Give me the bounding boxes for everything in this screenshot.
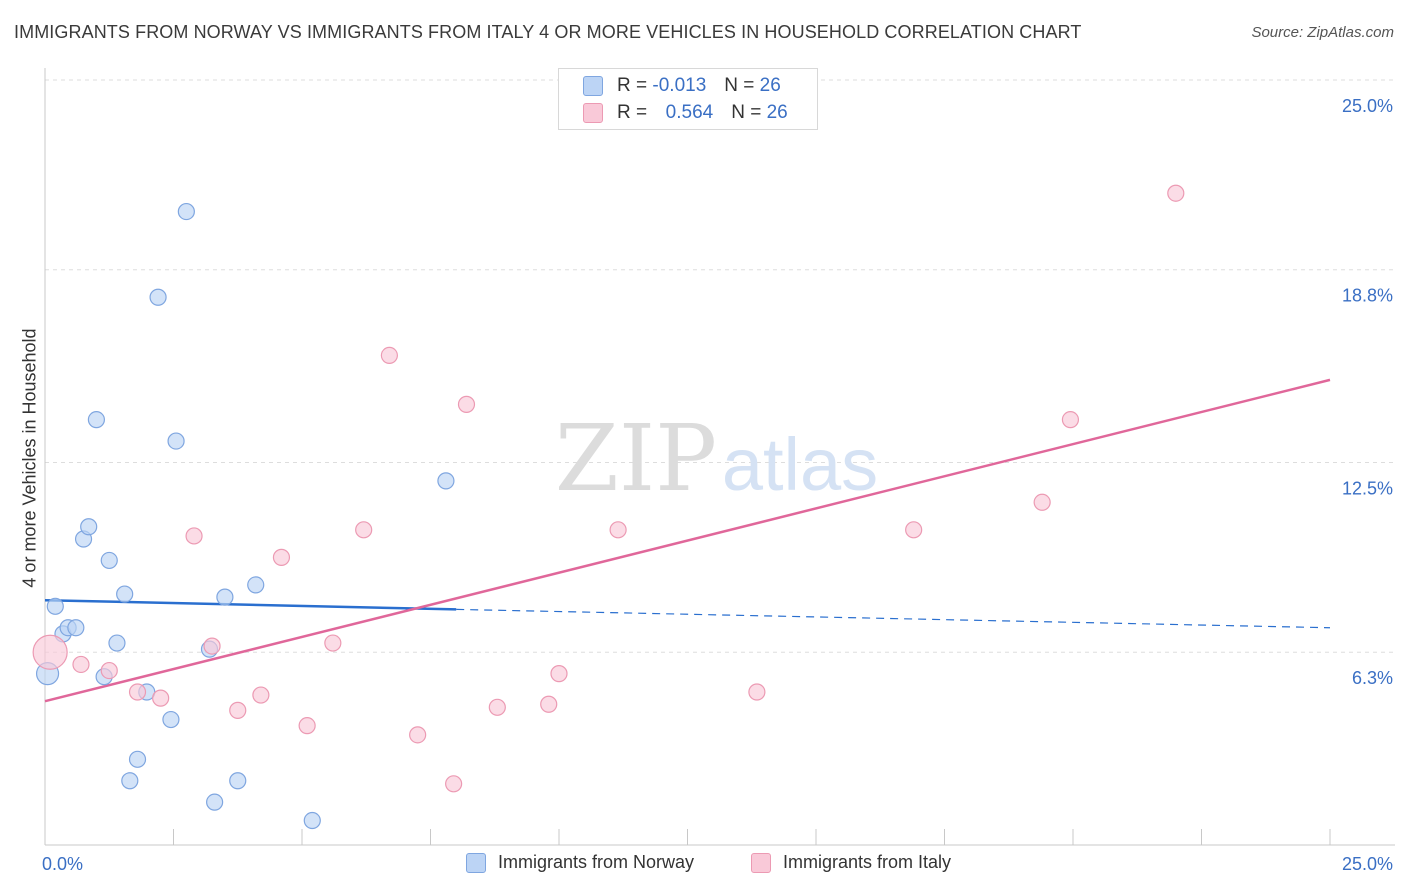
italy-point bbox=[488, 698, 506, 716]
y-tick-label: 6.3% bbox=[1352, 668, 1393, 688]
norway-point bbox=[128, 750, 147, 768]
italy-point bbox=[457, 395, 476, 413]
italy-point bbox=[540, 695, 558, 713]
legend-norway-label: Immigrants from Norway bbox=[498, 852, 695, 872]
y-tick-label: 25.0% bbox=[1342, 96, 1393, 116]
norway-point bbox=[149, 288, 167, 306]
norway-point bbox=[303, 811, 321, 830]
chart-title: IMMIGRANTS FROM NORWAY VS IMMIGRANTS FRO… bbox=[14, 22, 1082, 42]
norway-point bbox=[177, 202, 195, 221]
legend-norway[interactable]: Immigrants from Norway bbox=[466, 852, 694, 873]
norway-point bbox=[247, 576, 265, 594]
italy-point bbox=[128, 683, 147, 701]
norway-point bbox=[216, 588, 234, 606]
italy-point bbox=[152, 689, 170, 707]
italy-n-value: 26 bbox=[766, 102, 788, 123]
points-layer bbox=[32, 184, 1185, 830]
italy-point bbox=[72, 655, 90, 674]
stats-row-norway: R = -0.013 N = 26 bbox=[583, 75, 781, 97]
norway-point bbox=[206, 793, 224, 811]
italy-point bbox=[445, 775, 463, 793]
norway-point bbox=[80, 518, 98, 536]
trend-lines-layer bbox=[44, 378, 1331, 703]
italy-point bbox=[100, 661, 118, 680]
norway-n-value: 26 bbox=[759, 75, 781, 96]
x-tick-label: 25.0% bbox=[1342, 854, 1393, 874]
y-tick-label: 18.8% bbox=[1342, 286, 1393, 306]
norway-trend-line bbox=[44, 598, 457, 611]
italy-point bbox=[272, 548, 291, 566]
italy-point bbox=[252, 686, 270, 704]
legend-italy-label: Immigrants from Italy bbox=[783, 852, 952, 872]
norway-swatch bbox=[583, 76, 603, 96]
watermark-zip: ZIP bbox=[555, 405, 717, 512]
italy-point bbox=[905, 521, 923, 539]
watermark-atlas: atlas bbox=[722, 423, 878, 506]
italy-r-value: 0.564 bbox=[665, 102, 714, 123]
italy-point bbox=[324, 634, 342, 652]
italy-point bbox=[380, 346, 398, 364]
norway-trend-line-dashed bbox=[456, 608, 1331, 629]
italy-point bbox=[1033, 493, 1051, 511]
norway-r-label: R = bbox=[617, 75, 648, 96]
italy-point bbox=[748, 683, 766, 701]
italy-point bbox=[298, 717, 316, 735]
italy-r-label: R = bbox=[617, 102, 648, 123]
norway-point bbox=[67, 619, 85, 637]
x-tick-label: 0.0% bbox=[42, 854, 83, 874]
norway-point bbox=[87, 411, 106, 429]
italy-trend-line bbox=[44, 378, 1331, 703]
watermark: ZIP atlas bbox=[555, 405, 878, 512]
italy-point bbox=[185, 527, 203, 545]
norway-point bbox=[116, 585, 134, 603]
italy-point bbox=[1061, 411, 1080, 429]
norway-point bbox=[108, 634, 126, 652]
legend-italy[interactable]: Immigrants from Italy bbox=[751, 852, 951, 873]
norway-point bbox=[167, 432, 185, 450]
norway-r-value: -0.013 bbox=[652, 75, 707, 96]
italy-point bbox=[32, 634, 68, 670]
source-label: Source: ZipAtlas.com bbox=[1251, 24, 1394, 41]
y-tick-label: 12.5% bbox=[1342, 479, 1393, 499]
italy-swatch bbox=[583, 103, 603, 123]
tick-labels-layer: 6.3% 12.5% 18.8% 25.0% 0.0% 25.0% bbox=[42, 96, 1393, 874]
italy-n-label: N = bbox=[731, 102, 762, 123]
italy-point bbox=[203, 637, 221, 655]
norway-point bbox=[100, 551, 118, 570]
italy-point bbox=[409, 726, 427, 744]
axes-layer bbox=[44, 68, 1395, 846]
italy-point bbox=[550, 665, 568, 683]
norway-point bbox=[121, 772, 139, 790]
italy-point bbox=[609, 521, 627, 539]
stats-box: R = -0.013 N = 26 R = 0.564 N = 26 bbox=[558, 68, 818, 130]
grid-layer bbox=[45, 79, 1395, 653]
norway-point bbox=[46, 597, 64, 615]
italy-point bbox=[229, 701, 247, 719]
legend-italy-swatch bbox=[751, 852, 771, 873]
legend-norway-swatch bbox=[466, 852, 486, 873]
italy-point bbox=[1167, 184, 1185, 202]
stats-row-italy: R = 0.564 N = 26 bbox=[583, 102, 788, 124]
norway-point bbox=[229, 772, 247, 790]
norway-n-label: N = bbox=[724, 75, 755, 96]
norway-point bbox=[437, 472, 455, 490]
italy-point bbox=[355, 521, 373, 539]
norway-point bbox=[162, 710, 180, 729]
